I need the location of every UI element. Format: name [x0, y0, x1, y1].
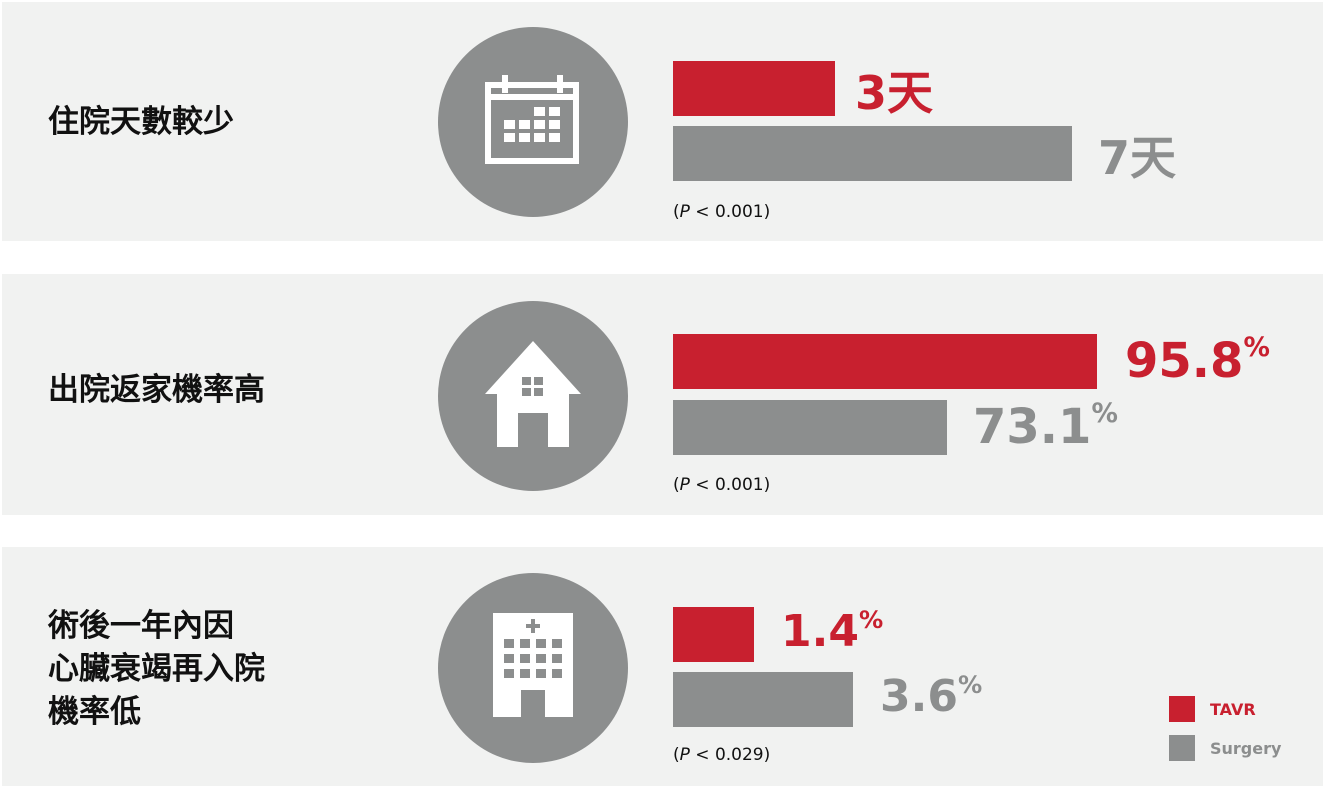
bar-discharge-home-tavr [673, 334, 1097, 389]
p-value-discharge-home: (P < 0.001) [673, 475, 771, 495]
panel-discharge-home [2, 274, 1323, 515]
legend-swatch-tavr [1169, 696, 1195, 722]
p-value-hospital-stay: (P < 0.001) [673, 202, 771, 222]
p-value-readmission: (P < 0.029) [673, 745, 771, 765]
legend-label-tavr: TAVR [1210, 700, 1256, 719]
house-icon [438, 301, 628, 491]
value-discharge-home-tavr: 95.8% [1125, 332, 1270, 389]
hospital-icon [438, 573, 628, 763]
row-label-readmission: 術後一年內因 心臟衰竭再入院 機率低 [48, 608, 265, 730]
row-label-discharge-home: 出院返家機率高 [48, 372, 265, 408]
panel-hospital-stay [2, 2, 1323, 241]
calendar-icon [438, 27, 628, 217]
legend-label-surgery: Surgery [1210, 739, 1282, 758]
row-label-hospital-stay: 住院天數較少 [48, 104, 234, 140]
legend-swatch-surgery [1169, 735, 1195, 761]
bar-hospital-stay-tavr [673, 61, 835, 116]
value-readmission-tavr: 1.4% [781, 606, 884, 657]
panel-readmission [2, 547, 1323, 786]
value-hospital-stay-tavr: 3天 [855, 66, 934, 120]
bar-readmission-surgery [673, 672, 853, 727]
bar-hospital-stay-surgery [673, 126, 1072, 181]
value-readmission-surgery: 3.6% [880, 671, 983, 722]
bar-discharge-home-surgery [673, 400, 947, 455]
value-discharge-home-surgery: 73.1% [973, 398, 1118, 455]
bar-readmission-tavr [673, 607, 754, 662]
value-hospital-stay-surgery: 7天 [1098, 131, 1177, 185]
